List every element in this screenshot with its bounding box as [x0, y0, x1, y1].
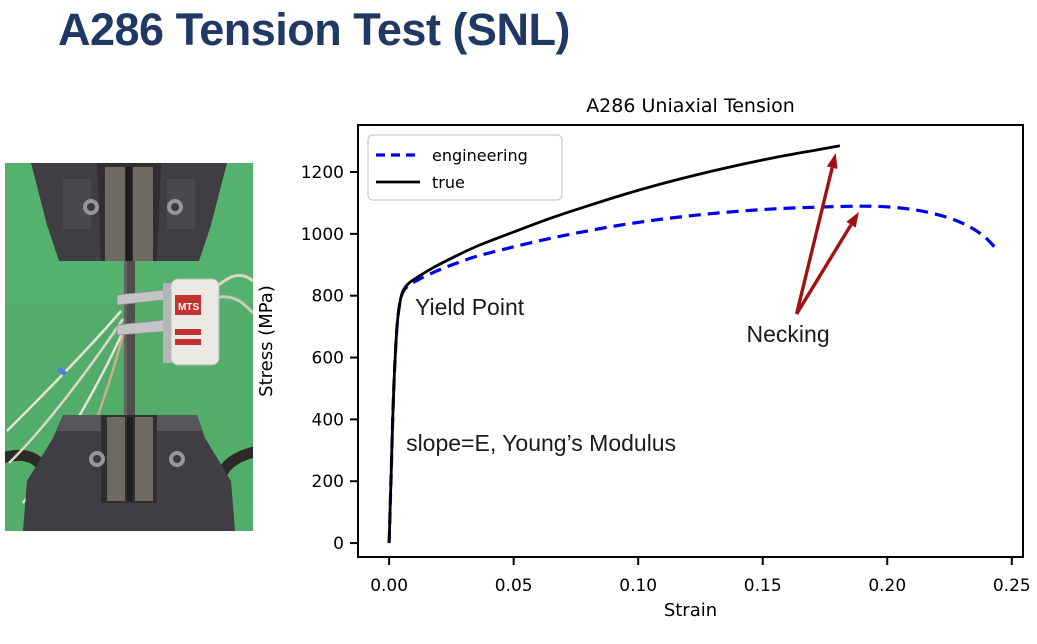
slide-title: A286 Tension Test (SNL) — [58, 4, 570, 55]
x-tick-label: 0.10 — [619, 576, 657, 596]
model-label-strip-1 — [175, 329, 201, 335]
annotation-yield-point: Yield Point — [415, 294, 525, 320]
extensometer-wire-2 — [218, 295, 253, 315]
necking-arrow-1 — [794, 167, 834, 315]
y-tick-label: 200 — [312, 472, 344, 492]
lower-wedge-plate-right — [135, 417, 153, 501]
annotation-necking: Necking — [747, 321, 830, 347]
wire-marker-blue — [56, 366, 68, 377]
series-true-line — [387, 144, 841, 544]
x-tick-label: 0.00 — [370, 576, 408, 596]
upper-wedge-plate-left — [105, 167, 125, 261]
plot-border — [357, 124, 1024, 558]
chart-title: A286 Uniaxial Tension — [586, 95, 795, 117]
lower-wedge-plate-left — [107, 417, 125, 501]
lower-bolt-left-socket — [93, 455, 101, 463]
specimen-highlight — [124, 261, 127, 419]
y-tick-label: 600 — [312, 349, 344, 369]
upper-grip-slot — [126, 167, 132, 261]
upper-bolt-left-socket — [87, 203, 95, 211]
upper-wedge-plate-right — [133, 167, 153, 261]
tension-test-photo-art: MTS — [5, 163, 253, 531]
x-tick-label: 0.20 — [868, 576, 906, 596]
series-engineering-line — [387, 204, 996, 544]
tension-test-photo: MTS — [5, 163, 253, 531]
y-tick-label: 800 — [312, 287, 344, 307]
legend-label-engineering: engineering — [432, 146, 528, 165]
legend-label-true: true — [432, 173, 465, 192]
x-tick-label: 0.15 — [744, 576, 782, 596]
y-axis-label: Stress (MPa) — [256, 285, 277, 397]
lower-bolt-right-socket — [173, 455, 181, 463]
extensometer-brand-label: MTS — [178, 302, 199, 313]
necking-arrow-2 — [795, 223, 853, 315]
y-tick-label: 400 — [312, 410, 344, 430]
gauge-wire-1 — [6, 310, 122, 432]
y-tick-label: 1000 — [301, 225, 344, 245]
extensometer-wire-1 — [218, 274, 253, 287]
lower-grip-slot — [127, 417, 133, 501]
x-tick-label: 0.25 — [993, 576, 1031, 596]
model-label-strip-2 — [175, 339, 201, 345]
necking-arrowhead-2 — [846, 211, 859, 228]
legend-box — [367, 134, 563, 201]
gauge-wire-2 — [8, 318, 125, 464]
y-tick-label: 0 — [333, 534, 344, 554]
specimen — [124, 261, 135, 419]
x-axis-label: Strain — [664, 600, 717, 621]
y-tick-label: 1200 — [301, 163, 344, 183]
annotation-slope-e-young-s-modulus: slope=E, Young’s Modulus — [406, 430, 676, 456]
mts-label — [175, 295, 201, 315]
upper-bolt-right-socket — [171, 203, 179, 211]
x-tick-label: 0.05 — [495, 576, 533, 596]
necking-arrowhead-1 — [826, 153, 838, 170]
